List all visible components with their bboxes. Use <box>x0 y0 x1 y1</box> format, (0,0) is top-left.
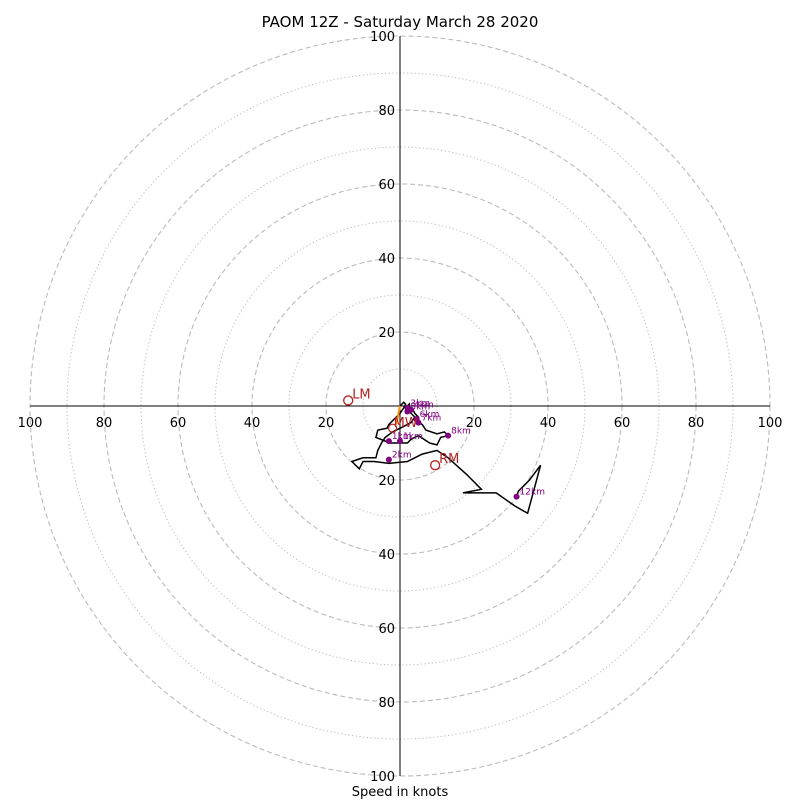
tick-label-top-100: 100 <box>370 30 395 45</box>
height-label-2km: 2km <box>392 451 412 461</box>
tick-label-top-80: 80 <box>378 104 395 119</box>
tick-label-bottom-80: 80 <box>378 696 395 711</box>
storm-motion-markers: LM RM MW <box>343 387 459 471</box>
height-label-8km: 8km <box>451 427 471 437</box>
tick-label-left-100: 100 <box>18 416 43 431</box>
tick-label-top-40: 40 <box>378 252 395 267</box>
tick-label-right-20: 20 <box>466 416 483 431</box>
mean-wind-marker <box>388 423 398 433</box>
tick-label-bottom-100: 100 <box>370 770 395 785</box>
tick-label-bottom-40: 40 <box>378 548 395 563</box>
storm-motion-marker-rm <box>429 460 441 471</box>
tick-label-right-100: 100 <box>758 416 783 431</box>
height-label-4km: 4km <box>414 401 434 411</box>
tick-label-bottom-60: 60 <box>378 622 395 637</box>
height-label-7km: 7km <box>422 414 442 424</box>
tick-label-right-40: 40 <box>540 416 557 431</box>
height-label-12km: 12km <box>520 488 545 498</box>
height-label-1km: 1km <box>392 432 412 442</box>
height-marker-7km <box>415 419 422 426</box>
height-label-3km: 3km <box>410 399 430 409</box>
storm-motion-label-lm: LM <box>352 387 370 402</box>
tick-label-top-60: 60 <box>378 178 395 193</box>
height-marker-8km <box>445 432 452 439</box>
tick-label-right-60: 60 <box>614 416 631 431</box>
tick-label-top-20: 20 <box>378 326 395 341</box>
height-marker-12km <box>513 493 520 500</box>
storm-motion-marker-lm <box>343 395 354 406</box>
height-marker-5km <box>404 408 411 415</box>
height-marker-1km <box>385 438 392 445</box>
chart-title: PAOM 12Z - Saturday March 28 2020 <box>262 13 539 31</box>
tick-label-left-40: 40 <box>244 416 261 431</box>
storm-motion-label-rm: RM <box>439 452 459 467</box>
height-label-5km: 5km <box>410 403 430 413</box>
tick-label-right-80: 80 <box>688 416 705 431</box>
height-label-1km: 1km <box>403 432 423 442</box>
shear-vector <box>395 405 401 425</box>
mean-wind-label: MW <box>394 416 418 431</box>
height-marker-2km <box>385 456 392 463</box>
height-label-6km: 6km <box>420 410 440 420</box>
tick-label-left-60: 60 <box>170 416 187 431</box>
tick-label-left-80: 80 <box>96 416 113 431</box>
tick-labels: 20 40 60 80 100 20 40 60 80 100 20 40 60 80 100 20 40 60 8… <box>18 30 783 785</box>
tick-label-bottom-20: 20 <box>378 474 395 489</box>
tick-label-left-20: 20 <box>318 416 335 431</box>
x-axis-label: Speed in knots <box>352 785 449 800</box>
height-marker-1km <box>397 438 403 445</box>
